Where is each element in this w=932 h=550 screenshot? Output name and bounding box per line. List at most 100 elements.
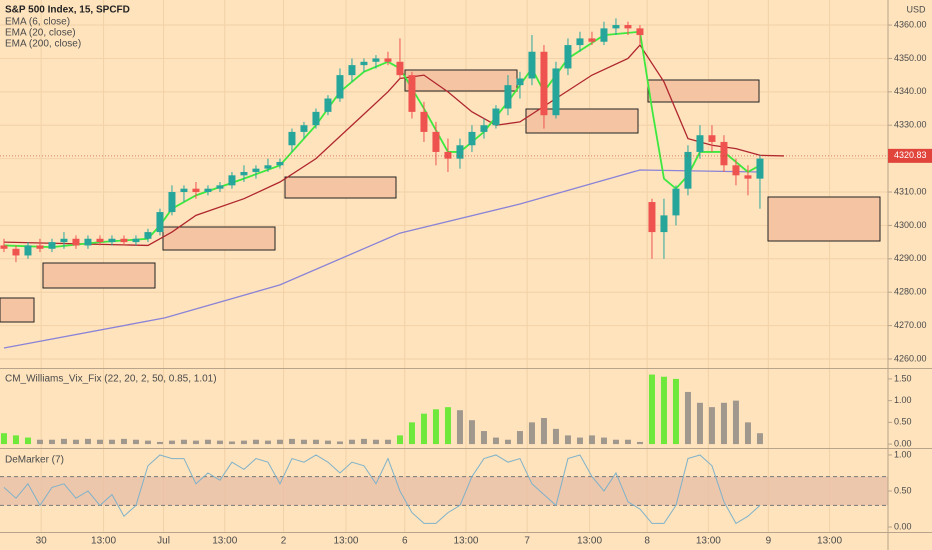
bar — [336, 441, 343, 445]
bar — [192, 440, 199, 445]
candle-body — [576, 38, 584, 46]
candle-body — [744, 175, 752, 179]
candle-body — [756, 158, 764, 179]
bar — [456, 410, 463, 445]
bar — [516, 431, 523, 445]
candle-body — [636, 28, 644, 36]
candle-body — [564, 45, 572, 69]
bar — [672, 378, 679, 445]
y-tick-label: 1.00 — [894, 395, 912, 405]
bar — [432, 409, 439, 445]
candle-body — [384, 58, 392, 62]
candle-body — [108, 238, 116, 243]
candle-body — [648, 202, 656, 233]
legend-entry: EMA (6, close) — [5, 17, 70, 28]
bar — [684, 391, 691, 445]
candle-body — [144, 232, 152, 239]
candle-body — [252, 168, 260, 172]
x-tick-label: 8 — [644, 536, 650, 547]
annotation-box — [404, 69, 518, 92]
bar — [288, 438, 295, 445]
y-tick-label: 4340.00 — [894, 86, 927, 96]
candle-body — [312, 111, 320, 126]
candle-body — [480, 125, 488, 132]
last-price-label: 4320.83 — [894, 150, 927, 160]
candle-body — [672, 188, 680, 216]
candle-body — [720, 141, 728, 166]
candle-body — [396, 61, 404, 76]
bar — [528, 422, 535, 445]
bar — [660, 376, 667, 445]
candle-body — [552, 68, 560, 116]
bar — [648, 374, 655, 445]
candle-body — [12, 248, 20, 256]
annotation-box — [647, 79, 760, 103]
x-tick-label: 2 — [281, 536, 287, 547]
x-tick-label: 9 — [766, 536, 772, 547]
currency: USD — [906, 4, 926, 14]
bar — [624, 439, 631, 445]
candle-body — [264, 165, 272, 169]
candle-body — [204, 188, 212, 193]
indicator-title: DeMarker (7) — [5, 455, 64, 466]
candle-body — [240, 171, 248, 176]
bar — [384, 439, 391, 445]
bar — [552, 428, 559, 445]
bar — [12, 435, 19, 445]
x-tick-label: Jul — [157, 536, 170, 547]
bar — [156, 441, 163, 445]
annotation-box — [284, 176, 397, 199]
candle-body — [588, 38, 596, 42]
bar — [72, 439, 79, 445]
bar — [276, 439, 283, 445]
x-tick-label: 13:00 — [91, 536, 116, 547]
candle-body — [216, 185, 224, 189]
bar — [240, 440, 247, 445]
candle-body — [72, 238, 80, 246]
y-tick-label: 0.00 — [894, 438, 912, 448]
candle-body — [600, 28, 608, 42]
bar — [732, 400, 739, 445]
annotation-box — [767, 196, 881, 242]
candle-body — [444, 151, 452, 159]
y-tick-label: 4290.00 — [894, 253, 927, 263]
bar — [168, 440, 175, 445]
bar — [60, 438, 67, 445]
last-price-tag — [888, 148, 932, 163]
bar — [96, 439, 103, 445]
ema-line — [3, 169, 760, 349]
bar — [540, 418, 547, 445]
y-tick-label: 4280.00 — [894, 287, 927, 297]
annotation-box — [42, 262, 156, 289]
bar — [132, 439, 139, 445]
bar — [108, 439, 115, 445]
candle-body — [624, 25, 632, 29]
candle-body — [504, 85, 512, 109]
bar — [756, 433, 763, 445]
candle-body — [300, 125, 308, 132]
bar — [252, 439, 259, 445]
bar — [48, 439, 55, 445]
bar — [396, 435, 403, 445]
x-tick-label: 13:00 — [696, 536, 721, 547]
bar — [720, 402, 727, 445]
candle-body — [156, 212, 164, 233]
annotation-box — [0, 297, 35, 323]
bar — [324, 440, 331, 445]
x-tick-label: 30 — [36, 536, 48, 547]
y-tick-label: 1.00 — [894, 449, 912, 459]
candle-body — [228, 175, 236, 186]
indicator-title: CM_Williams_Vix_Fix (22, 20, 2, 50, 0.85… — [5, 374, 217, 385]
bar — [576, 437, 583, 445]
bar — [564, 435, 571, 445]
bar — [420, 413, 427, 445]
candle-body — [24, 245, 32, 256]
x-tick-label: 13:00 — [453, 536, 478, 547]
marks — [0, 18, 888, 525]
bar — [696, 402, 703, 445]
bar — [408, 422, 415, 445]
level-band — [0, 476, 888, 506]
bar — [312, 439, 319, 445]
y-tick-label: 4310.00 — [894, 186, 927, 196]
